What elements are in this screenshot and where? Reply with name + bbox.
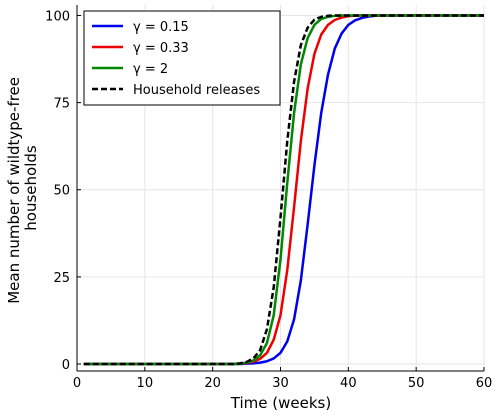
y-axis-label: Mean number of wildtype-free households: [5, 72, 40, 304]
legend: γ = 0.15 γ = 0.33 γ = 2 Household releases: [83, 10, 281, 106]
y-tick-label: 0: [62, 358, 70, 373]
x-tick-label: 40: [340, 376, 357, 391]
y-tick-label: 75: [53, 97, 70, 112]
x-axis-label: Time (weeks): [230, 394, 331, 412]
x-tick-labels: 0 10 20 30 40 50 60: [73, 376, 492, 391]
legend-label-1: γ = 0.33: [133, 41, 189, 56]
axes: [76, 5, 485, 372]
x-tick-label: 30: [272, 376, 289, 391]
x-tick-label: 20: [204, 376, 221, 391]
legend-label-3: Household releases: [133, 83, 260, 98]
y-axis-label-line-2: households: [22, 145, 40, 231]
y-tick-label: 100: [45, 9, 70, 24]
x-tick-label: 60: [476, 376, 493, 391]
x-tick-label: 10: [137, 376, 154, 391]
y-tick-label: 50: [53, 184, 70, 199]
x-tick-label: 0: [73, 376, 81, 391]
series-line-3: [83, 14, 484, 366]
legend-label-2: γ = 2: [133, 62, 168, 77]
y-axis-label-line-1: Mean number of wildtype-free: [5, 77, 23, 304]
y-tick-label: 25: [53, 271, 70, 286]
x-tick-label: 50: [408, 376, 425, 391]
y-tick-labels: 0 25 50 75 100: [45, 9, 70, 373]
legend-label-0: γ = 0.15: [133, 20, 189, 35]
series-layer: [83, 14, 484, 366]
